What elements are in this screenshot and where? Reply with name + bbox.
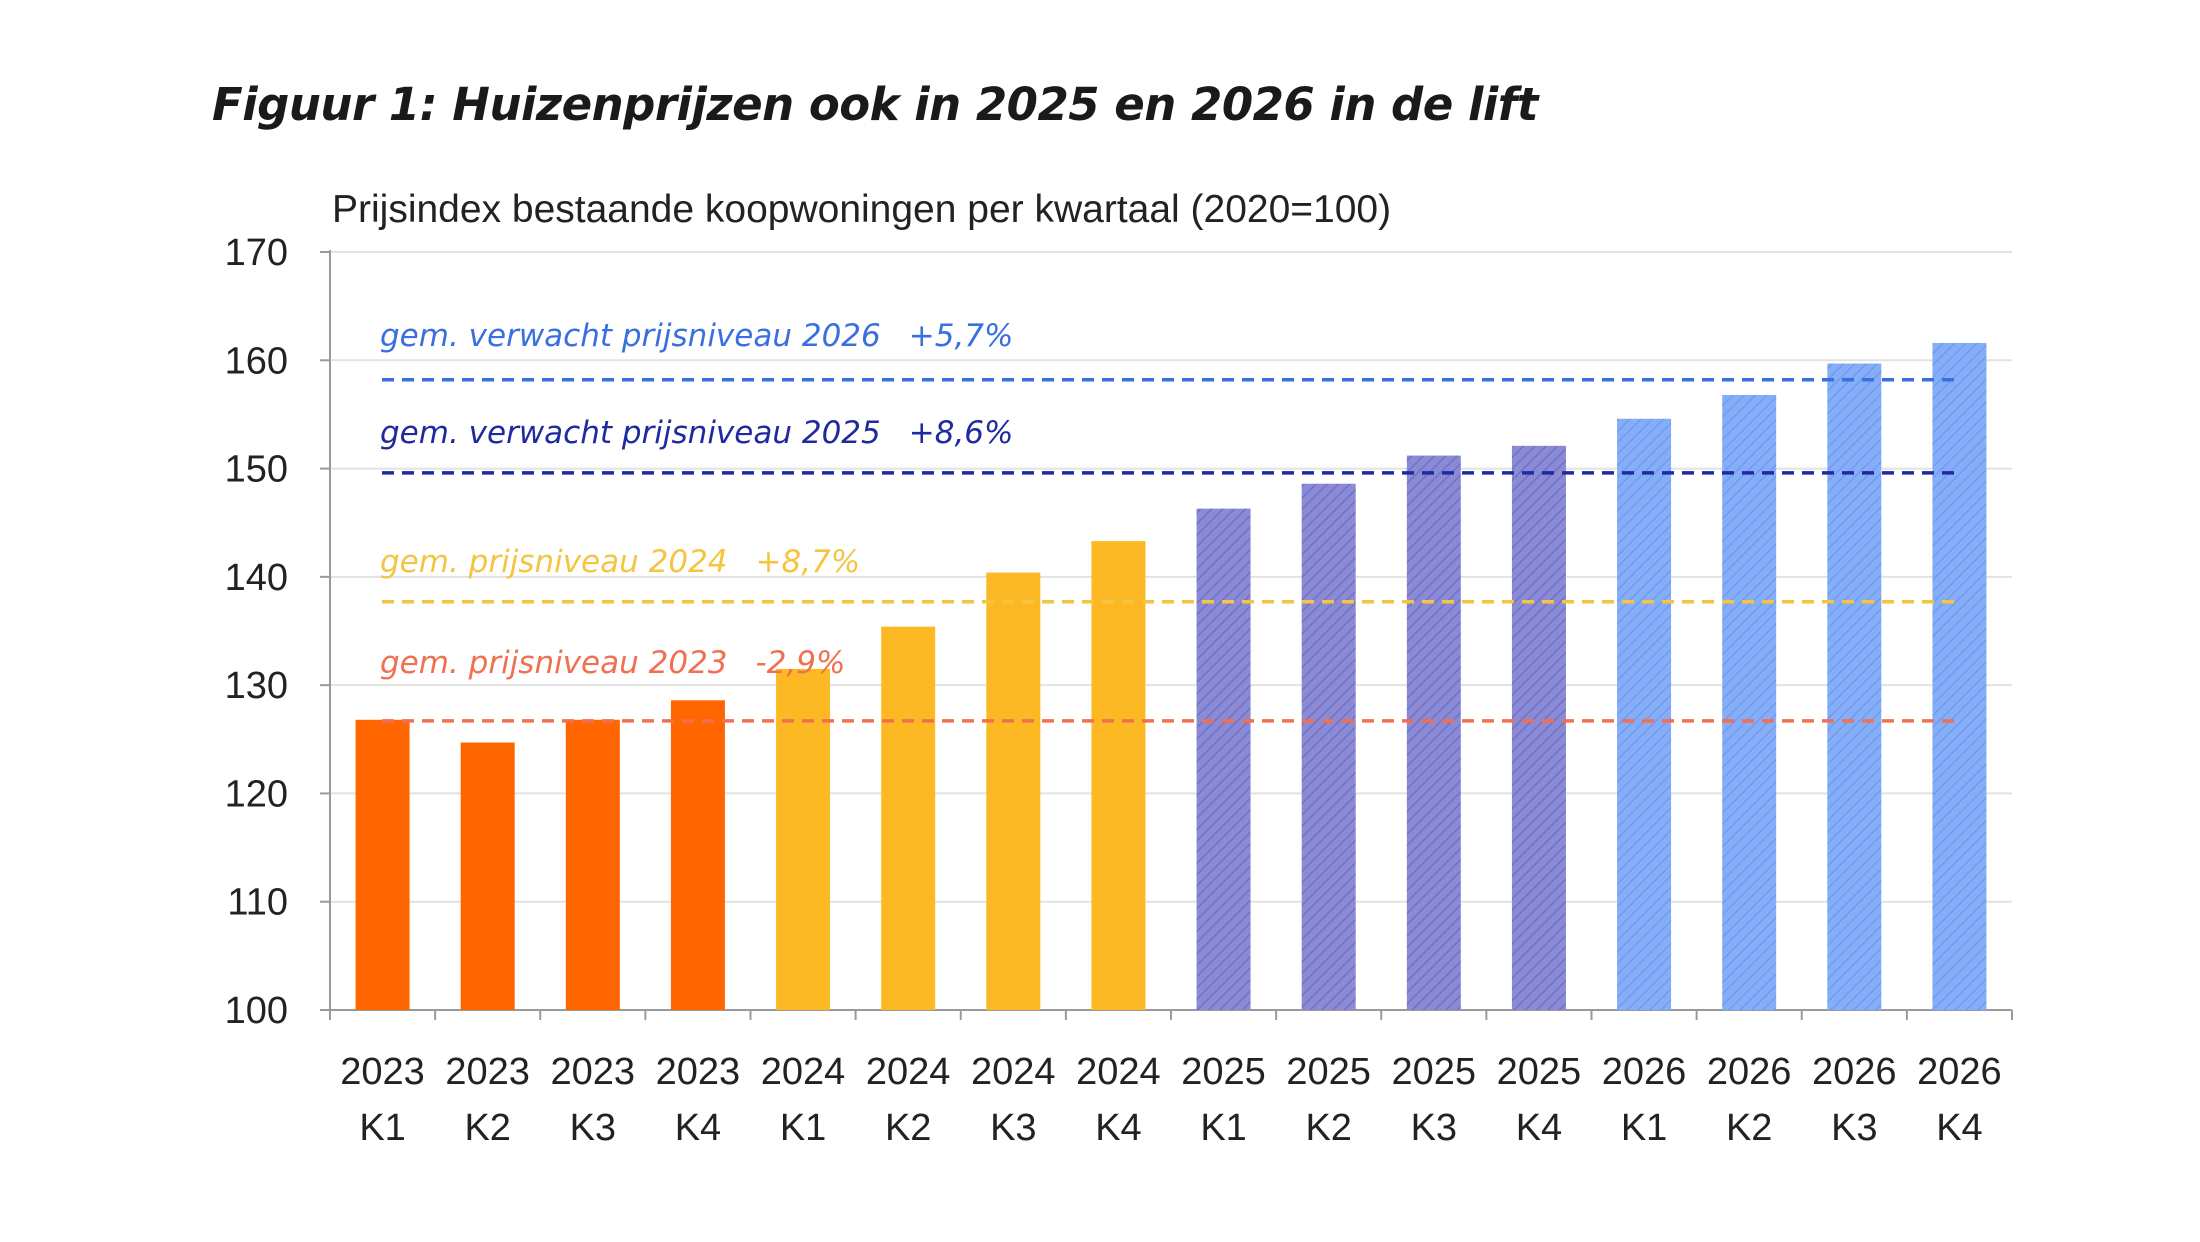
x-tick-label-quarter: K3 bbox=[570, 1107, 616, 1149]
y-tick-label: 100 bbox=[225, 990, 288, 1032]
x-tick-label-quarter: K4 bbox=[1936, 1107, 1982, 1149]
x-tick-label-year: 2026 bbox=[1812, 1051, 1897, 1093]
bar bbox=[1091, 541, 1146, 1010]
bar bbox=[881, 626, 936, 1010]
x-tick-label-year: 2026 bbox=[1917, 1051, 2002, 1093]
x-tick-label-quarter: K3 bbox=[990, 1107, 1036, 1149]
reference-line-label: gem. prijsniveau 2023 bbox=[380, 645, 728, 681]
x-tick-label-year: 2024 bbox=[761, 1051, 846, 1093]
y-tick-label: 140 bbox=[225, 557, 288, 599]
x-tick-label-quarter: K1 bbox=[780, 1107, 826, 1149]
bar bbox=[1511, 445, 1566, 1010]
x-tick-label-quarter: K1 bbox=[359, 1107, 405, 1149]
x-tick-label-year: 2024 bbox=[1076, 1051, 1161, 1093]
bar bbox=[460, 742, 515, 1010]
x-tick-label-quarter: K1 bbox=[1200, 1107, 1246, 1149]
tick-labels: 100 110 120 130 140 150 160 170 2023 K1 2023 K2 2023… bbox=[225, 232, 2002, 1149]
x-tick-label-year: 2023 bbox=[340, 1051, 425, 1093]
x-tick-label-quarter: K2 bbox=[1726, 1107, 1772, 1149]
bar bbox=[1827, 363, 1882, 1010]
bar bbox=[355, 719, 410, 1010]
reference-line-change: -2,9% bbox=[756, 645, 846, 681]
x-tick-label-quarter: K4 bbox=[1516, 1107, 1562, 1149]
reference-line-label: gem. verwacht prijsniveau 2026 bbox=[380, 318, 881, 354]
reference-line-change: +5,7% bbox=[909, 318, 1014, 354]
x-tick-label-year: 2023 bbox=[551, 1051, 636, 1093]
y-tick-label: 150 bbox=[225, 449, 288, 491]
y-tick-label: 160 bbox=[225, 340, 288, 382]
x-tick-label-year: 2025 bbox=[1286, 1051, 1371, 1093]
x-tick-label-year: 2025 bbox=[1181, 1051, 1266, 1093]
x-tick-label-year: 2024 bbox=[866, 1051, 951, 1093]
x-tick-label-year: 2025 bbox=[1392, 1051, 1477, 1093]
chart-subtitle: Prijsindex bestaande koopwoningen per kw… bbox=[332, 188, 1391, 231]
bar bbox=[776, 668, 831, 1010]
x-tick-label-year: 2023 bbox=[445, 1051, 530, 1093]
bar bbox=[986, 572, 1041, 1010]
y-tick-label: 170 bbox=[225, 232, 288, 274]
bar bbox=[1301, 483, 1356, 1010]
bar bbox=[670, 700, 725, 1010]
bar bbox=[1406, 455, 1461, 1010]
x-tick-label-quarter: K4 bbox=[1095, 1107, 1141, 1149]
y-tick-label: 120 bbox=[225, 773, 288, 815]
figure-title: Figuur 1: Huizenprijzen ook in 2025 en 2… bbox=[212, 78, 1538, 131]
x-tick-label-quarter: K3 bbox=[1411, 1107, 1457, 1149]
bar bbox=[1722, 394, 1777, 1010]
bar bbox=[1196, 508, 1251, 1010]
x-tick-label-year: 2024 bbox=[971, 1051, 1056, 1093]
bar bbox=[1617, 418, 1672, 1010]
x-tick-label-year: 2026 bbox=[1602, 1051, 1687, 1093]
x-tick-label-quarter: K1 bbox=[1621, 1107, 1667, 1149]
x-tick-label-quarter: K3 bbox=[1831, 1107, 1877, 1149]
reference-line-label: gem. verwacht prijsniveau 2025 bbox=[380, 415, 881, 451]
x-tick-label-year: 2026 bbox=[1707, 1051, 1792, 1093]
bars bbox=[355, 342, 1987, 1011]
reference-lines: gem. verwacht prijsniveau 2026 +5,7% gem. … bbox=[380, 318, 1956, 723]
x-tick-label-quarter: K2 bbox=[885, 1107, 931, 1149]
reference-line-label: gem. prijsniveau 2024 bbox=[380, 544, 728, 580]
reference-line-change: +8,7% bbox=[756, 544, 861, 580]
y-tick-label: 130 bbox=[225, 665, 288, 707]
y-tick-label: 110 bbox=[227, 882, 288, 924]
x-tick-label-year: 2025 bbox=[1497, 1051, 1582, 1093]
x-tick-label-quarter: K4 bbox=[675, 1107, 721, 1149]
x-tick-label-quarter: K2 bbox=[464, 1107, 510, 1149]
bar bbox=[1932, 342, 1987, 1011]
bar bbox=[565, 719, 620, 1010]
x-tick-label-year: 2023 bbox=[656, 1051, 741, 1093]
reference-line-change: +8,6% bbox=[909, 415, 1014, 451]
x-tick-label-quarter: K2 bbox=[1305, 1107, 1351, 1149]
